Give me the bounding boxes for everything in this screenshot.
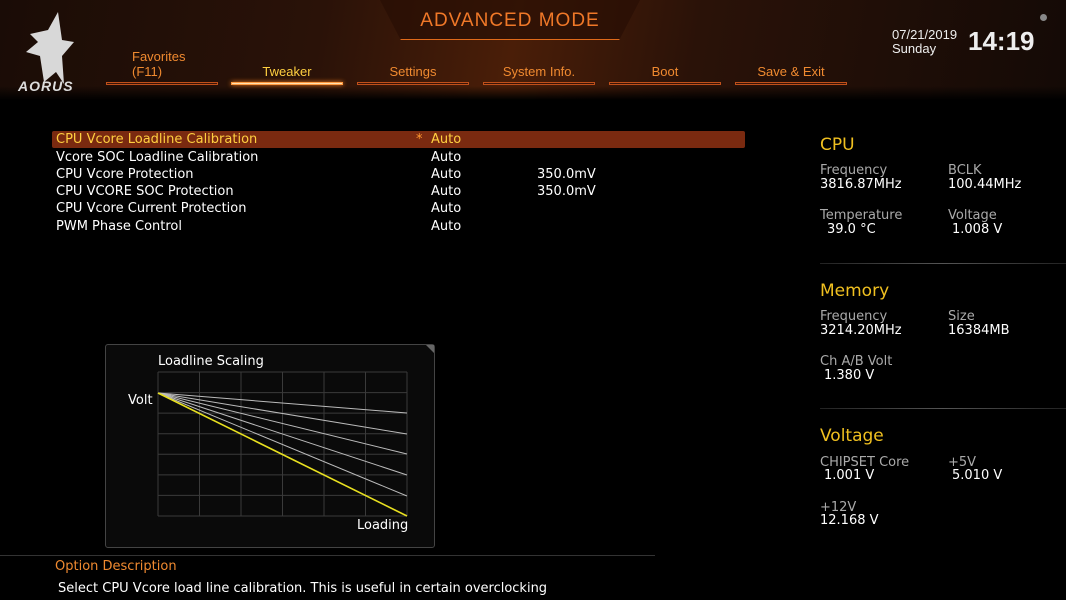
tab-boot[interactable]: Boot [609,64,721,85]
memory-frequency-value: 3214.20MHz [820,323,902,338]
setting-row[interactable]: CPU Vcore Loadline Calibration * Auto [52,131,745,148]
setting-row[interactable]: Vcore SOC Loadline Calibration Auto [52,149,745,166]
setting-extra-value: 350.0mV [537,184,596,199]
tab-tweaker[interactable]: Tweaker [231,64,343,85]
cpu-temperature-value: 39.0 °C [827,222,876,237]
setting-value[interactable]: Auto [431,150,462,165]
graphic-x-label: Loading [357,518,409,533]
graphic-y-label: Volt [128,393,153,408]
memory-frequency-label: Frequency [820,309,888,324]
divider [820,263,1066,264]
setting-label: CPU Vcore Loadline Calibration [56,132,258,147]
cpu-voltage-value: 1.008 V [952,222,1003,237]
setting-row[interactable]: CPU Vcore Current Protection Auto [52,200,745,217]
setting-label: CPU VCORE SOC Protection [56,184,234,199]
setting-label: CPU Vcore Protection [56,167,194,182]
setting-extra-value: 350.0mV [537,167,596,182]
divider [0,555,655,556]
memory-volt-value: 1.380 V [824,368,875,383]
12v-label: +12V [820,500,857,515]
status-dot-icon [1040,14,1047,21]
chipset-core-value: 1.001 V [824,468,875,483]
date: 07/21/2019 Sunday [892,27,958,56]
loadline-curve [157,392,408,414]
setting-label: PWM Phase Control [56,219,182,234]
loadline-curve [157,392,408,455]
tab-save-exit[interactable]: Save & Exit [735,64,847,85]
cpu-temperature-label: Temperature [820,208,903,223]
setting-row[interactable]: CPU Vcore Protection Auto 350.0mV [52,166,745,183]
memory-heading: Memory [820,281,890,301]
divider [820,408,1066,409]
memory-size-value: 16384MB [948,323,1010,338]
graphic-title: Loadline Scaling [158,354,264,369]
option-description-text: Select CPU Vcore load line calibration. … [58,581,548,596]
setting-value[interactable]: Auto [431,184,462,199]
loadline-graphic-panel [105,344,435,548]
modified-marker: * [416,132,423,147]
setting-value[interactable]: Auto [431,132,462,147]
aorus-logo-text: AORUS [18,78,74,94]
memory-volt-label: Ch A/B Volt [820,354,893,369]
setting-label: Vcore SOC Loadline Calibration [56,150,259,165]
setting-row[interactable]: CPU VCORE SOC Protection Auto 350.0mV [52,183,745,200]
loadline-curve-selected [157,392,408,517]
mode-title: ADVANCED MODE [420,10,600,31]
loadline-curve [157,392,408,476]
clock: 14:19 [968,26,1035,56]
memory-size-label: Size [948,309,975,324]
cpu-voltage-label: Voltage [948,208,997,223]
option-description-title: Option Description [55,559,177,574]
aorus-eagle-logo-icon [26,12,74,84]
cpu-frequency-label: Frequency [820,163,888,178]
loadline-curve [157,392,408,435]
setting-value[interactable]: Auto [431,201,462,216]
tab-favorites[interactable]: Favorites (F11) [132,49,186,79]
bclk-label: BCLK [948,163,982,178]
cpu-heading: CPU [820,135,855,155]
setting-value[interactable]: Auto [431,219,462,234]
mode-plate [380,0,640,40]
setting-value[interactable]: Auto [431,167,462,182]
tab-settings[interactable]: Settings [357,64,469,85]
5v-label: +5V [948,455,977,470]
12v-value: 12.168 V [820,513,879,528]
loadline-curve [157,392,408,497]
5v-value: 5.010 V [952,468,1003,483]
chipset-core-label: CHIPSET Core [820,455,910,470]
tab-system-info[interactable]: System Info. [483,64,595,85]
cpu-frequency-value: 3816.87MHz [820,177,902,192]
voltage-heading: Voltage [820,426,884,446]
bclk-value: 100.44MHz [948,177,1022,192]
setting-row[interactable]: PWM Phase Control Auto [52,218,745,235]
setting-label: CPU Vcore Current Protection [56,201,247,216]
